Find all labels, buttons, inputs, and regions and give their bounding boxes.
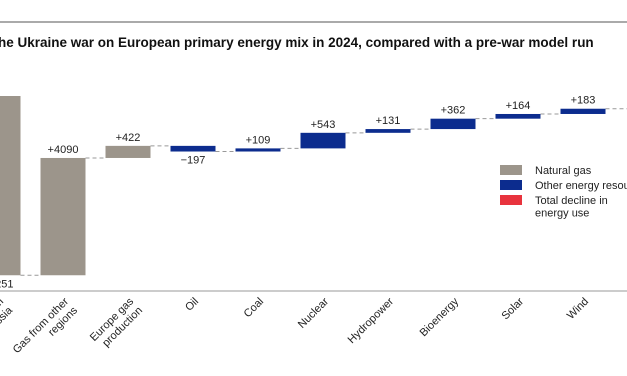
x-tick-label: Wind [565,296,591,322]
legend-label: Natural gas [535,165,592,177]
value-label: +422 [116,132,141,144]
bar [365,129,411,133]
legend-swatch [500,180,522,190]
x-tick-label: Bioenergy [418,295,462,339]
x-tick-label: Coal [242,296,266,320]
bar [0,96,21,276]
x-tick-label: Europe gasproduction [88,295,146,353]
bar [105,145,151,158]
chart-title: he Ukraine war on European primary energ… [0,35,594,50]
value-label: +164 [506,100,531,112]
x-tick-label: Gas from otherregions [11,295,81,365]
bar [495,113,541,119]
x-tick-label: Oil [183,296,201,314]
x-tick-label: Solar [499,295,526,322]
value-label: −197 [181,155,206,167]
bar [235,148,281,152]
legend-swatch [500,165,522,175]
value-label: +543 [311,119,336,131]
bar [560,108,606,114]
bar [170,145,216,152]
legend-label: Total decline in energy use [535,195,608,220]
x-tick-label: Hydropower [346,295,397,346]
legend-swatch [500,195,522,205]
value-label: +362 [441,105,466,117]
bar [300,132,346,149]
legend-label: Other energy resources [535,180,627,192]
value-label: −6251 [0,278,13,290]
value-label: +4090 [48,144,79,156]
x-tick-label: Gas fromRussia [0,295,16,345]
value-label: +109 [246,134,271,146]
x-tick-label: Nuclear [296,295,332,331]
bar [40,157,86,276]
bar [430,118,476,130]
value-label: +131 [376,115,401,127]
value-label: +183 [571,95,596,107]
